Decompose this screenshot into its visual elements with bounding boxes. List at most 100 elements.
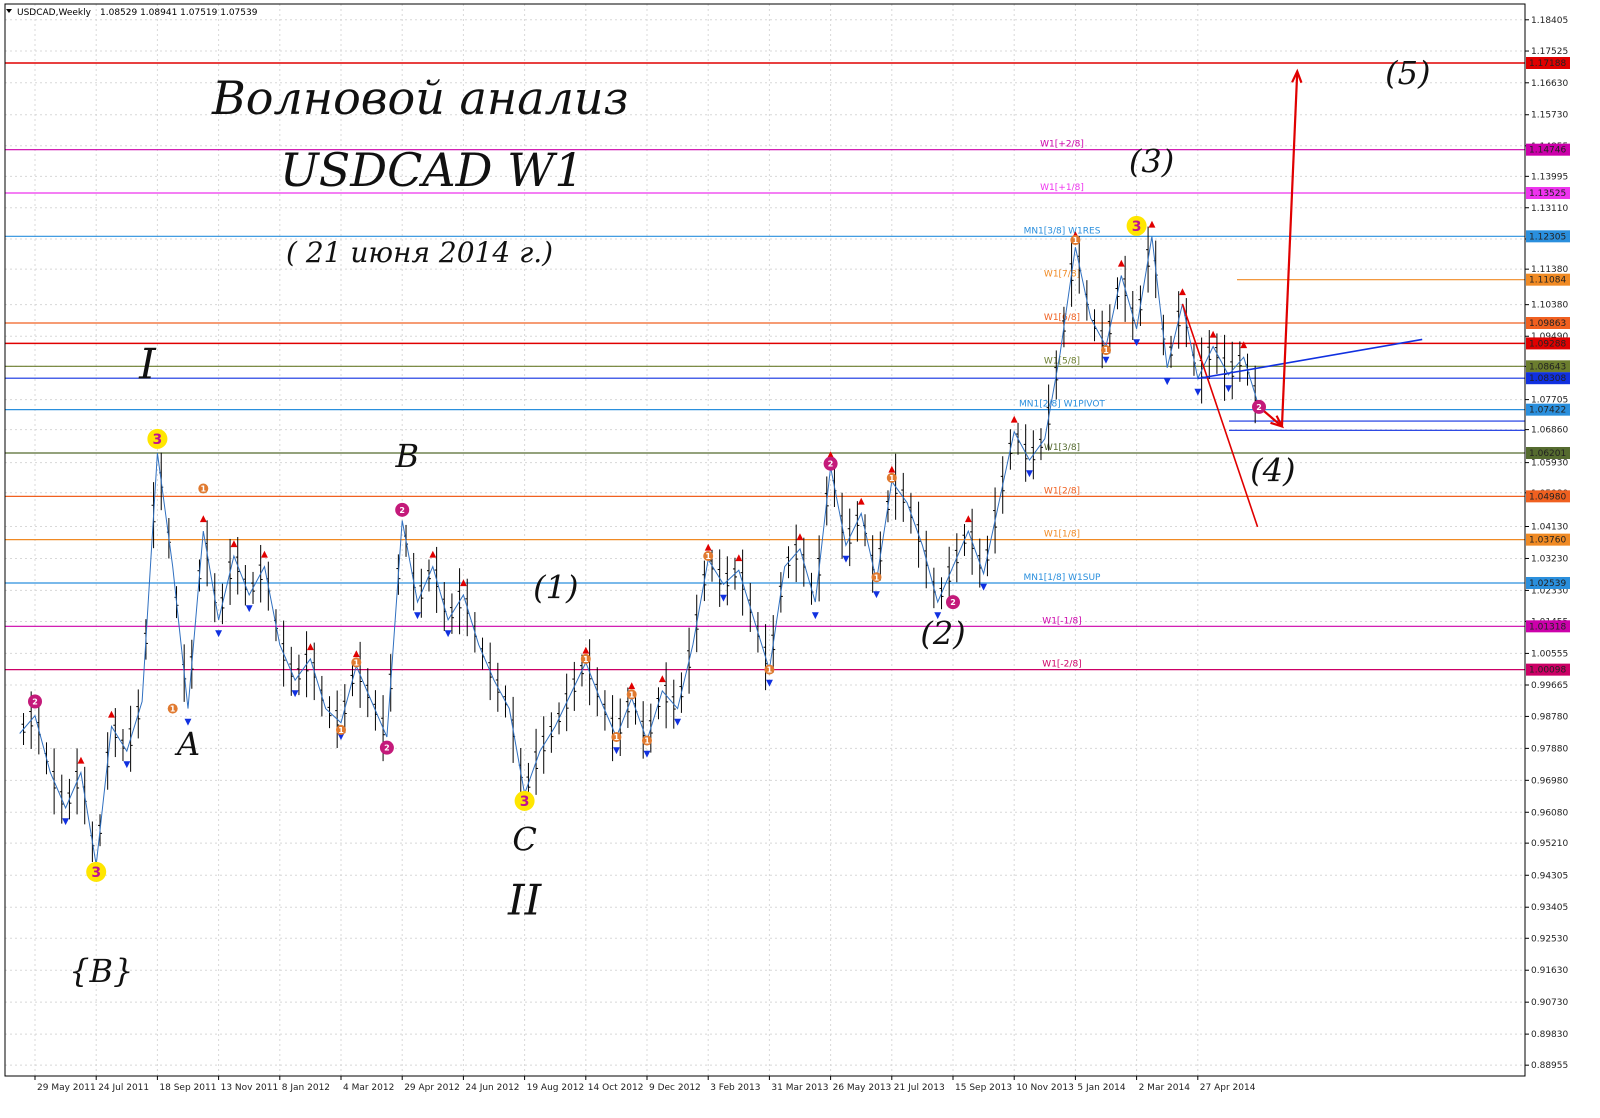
wave-marker-label: 1 bbox=[170, 705, 176, 714]
price-tick-label: 0.90730 bbox=[1531, 998, 1568, 1008]
time-tick-label: 9 Dec 2012 bbox=[649, 1083, 701, 1093]
level-tag-label: 1.13525 bbox=[1529, 189, 1566, 199]
wave-marker bbox=[1126, 215, 1147, 236]
wave-marker-label: 2 bbox=[384, 744, 390, 753]
wave-markers: 3 3 3 3 2 2 2 2 2 2 1 1 1 1 1 1 1 1 1 1 1 1 1 1 bbox=[28, 215, 1266, 882]
price-tick-label: 1.00555 bbox=[1531, 649, 1568, 659]
wave-labels: I A B C II {B} (1) (2) (3) (4) (5) bbox=[69, 54, 1430, 990]
wave-marker bbox=[611, 732, 622, 743]
fractal-up-icon: ▲ bbox=[77, 756, 84, 766]
wave-marker-label: 1 bbox=[629, 690, 635, 699]
price-tick-label: 1.05930 bbox=[1531, 459, 1568, 469]
time-tick-label: 24 Jul 2011 bbox=[98, 1083, 149, 1093]
time-tick-label: 18 Sep 2011 bbox=[159, 1083, 216, 1093]
fractal-down-icon: ▼ bbox=[720, 593, 727, 603]
level-tag-label: 1.11084 bbox=[1529, 276, 1566, 286]
trend-lines bbox=[1181, 303, 1423, 528]
level-tag-label: 1.12305 bbox=[1529, 232, 1566, 242]
wave-marker-label: 3 bbox=[91, 865, 101, 881]
price-tick-label: 1.18405 bbox=[1531, 16, 1568, 26]
fractal-up-icon: ▲ bbox=[1011, 415, 1018, 425]
price-tick-label: 1.04130 bbox=[1531, 523, 1568, 533]
fractal-down-icon: ▼ bbox=[674, 718, 681, 728]
level-tag-label: 1.08643 bbox=[1529, 362, 1566, 372]
level-tag-label: 1.03760 bbox=[1529, 536, 1566, 546]
fractal-up-icon: ▲ bbox=[1179, 287, 1186, 297]
wave-marker bbox=[764, 664, 775, 675]
level-tag bbox=[1526, 187, 1570, 200]
wave-marker bbox=[86, 861, 107, 882]
time-axis: 29 May 2011 24 Jul 2011 18 Sep 2011 13 Nov … bbox=[34, 1076, 1256, 1093]
fractal-up-icon: ▲ bbox=[888, 464, 895, 474]
level-tag-label: 1.06201 bbox=[1529, 449, 1566, 459]
level-tag bbox=[1526, 403, 1570, 416]
price-tick-label: 0.94305 bbox=[1531, 871, 1568, 881]
wave-marker bbox=[1101, 345, 1111, 356]
fractal-down-icon: ▼ bbox=[246, 604, 253, 614]
wave-marker-label: 1 bbox=[201, 485, 207, 494]
fractal-down-icon: ▼ bbox=[414, 611, 421, 621]
wave-label: (1) bbox=[533, 569, 578, 607]
price-tick-label: 1.13995 bbox=[1531, 172, 1568, 182]
price-tick-label: 0.91630 bbox=[1531, 966, 1568, 976]
fractal-down-icon: ▼ bbox=[1164, 377, 1171, 387]
wave-marker bbox=[871, 572, 882, 583]
fractal-down-icon: ▼ bbox=[644, 750, 651, 760]
level-tag bbox=[1526, 273, 1570, 286]
wave-marker bbox=[147, 428, 168, 449]
fractal-down-icon: ▼ bbox=[980, 583, 987, 593]
wave-marker-label: 2 bbox=[950, 598, 956, 607]
wave-marker-label: 1 bbox=[338, 726, 344, 735]
level-label: W1[2/8] bbox=[1044, 486, 1080, 496]
level-tag-label: 1.02539 bbox=[1529, 579, 1566, 589]
zigzag-line bbox=[19, 236, 1260, 865]
chart-header: USDCAD,Weekly 1.08529 1.08941 1.07519 1.… bbox=[6, 8, 258, 18]
fractal-up-icon: ▲ bbox=[705, 543, 712, 553]
fractal-up-icon: ▲ bbox=[797, 532, 804, 542]
fractal-down-icon: ▼ bbox=[1225, 384, 1232, 394]
wave-label: {B} bbox=[69, 952, 133, 990]
wave-marker-label: 1 bbox=[874, 573, 880, 582]
fractal-up-icon: ▲ bbox=[827, 450, 834, 460]
wave-marker bbox=[28, 694, 42, 709]
level-label: MN1[2/8] W1PIVOT bbox=[1019, 400, 1105, 410]
fractal-up-icon: ▲ bbox=[108, 709, 115, 719]
chart-subtitle: USDCAD W1 bbox=[280, 143, 584, 197]
fractal-down-icon: ▼ bbox=[766, 679, 773, 689]
fractal-up-icon: ▲ bbox=[353, 649, 360, 659]
price-candles: ▲ ▼ ▲ ▼ ▲ ▼ ▲ ▼ ▲ ▼ ▲ ▼ ▲ ▼ ▲ ▼ ▲ ▼ ▲ ▼ ▲ ▼ ▲ ▼ ▲ ▼ ▲ ▼ ▲ ▼ ▲ ▼ ▲ ▼ ▲ ▼ ▲ ▼ ▲ ▼… bbox=[19, 220, 1260, 884]
wave-marker bbox=[514, 790, 535, 811]
time-tick-label: 29 May 2011 bbox=[37, 1083, 96, 1093]
level-label: W1[7/8] bbox=[1044, 270, 1080, 280]
fractal-up-icon: ▲ bbox=[582, 645, 589, 655]
wave-marker-label: 3 bbox=[1132, 219, 1142, 235]
wave-marker bbox=[946, 595, 960, 610]
time-tick-label: 26 May 2013 bbox=[833, 1083, 892, 1093]
fractal-up-icon: ▲ bbox=[965, 514, 972, 524]
level-tag-label: 1.09288 bbox=[1529, 339, 1566, 349]
price-tick-label: 0.96080 bbox=[1531, 808, 1568, 818]
wave-label: (4) bbox=[1250, 451, 1295, 489]
fractal-down-icon: ▼ bbox=[873, 590, 880, 600]
level-tag-label: 1.08308 bbox=[1529, 374, 1566, 384]
fractal-up-icon: ▲ bbox=[1240, 340, 1247, 350]
level-label: MN1[1/8] W1SUP bbox=[1024, 573, 1102, 583]
level-tag bbox=[1526, 576, 1570, 589]
time-tick-label: 8 Jan 2012 bbox=[282, 1083, 330, 1093]
level-tag bbox=[1526, 663, 1570, 676]
wave-label: (5) bbox=[1385, 54, 1430, 92]
price-tick-label: 0.88955 bbox=[1531, 1061, 1568, 1071]
wave-marker bbox=[351, 657, 362, 668]
fractal-down-icon: ▼ bbox=[1133, 338, 1140, 348]
fractal-down-icon: ▼ bbox=[934, 611, 941, 621]
level-tag bbox=[1526, 317, 1570, 330]
time-tick-label: 2 Mar 2014 bbox=[1139, 1083, 1191, 1093]
wave-marker bbox=[642, 735, 652, 746]
level-tag-label: 1.07422 bbox=[1529, 406, 1566, 416]
wave-label: (2) bbox=[920, 615, 965, 653]
dropdown-arrow-icon[interactable] bbox=[6, 9, 12, 13]
level-label: W1[3/8] bbox=[1044, 443, 1080, 453]
wave-marker bbox=[167, 703, 178, 714]
time-tick-label: 13 Nov 2011 bbox=[221, 1083, 279, 1093]
